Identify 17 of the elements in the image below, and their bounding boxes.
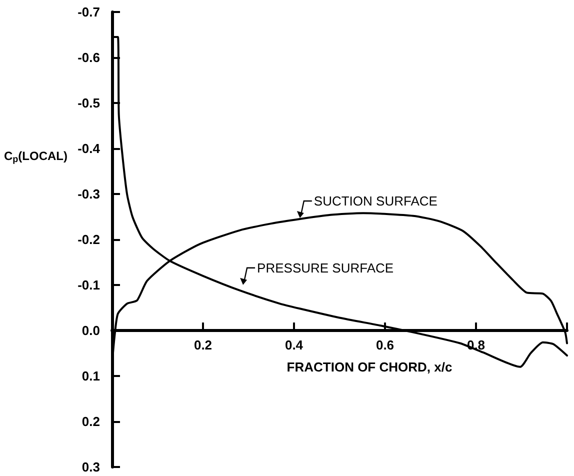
y-tick-label: -0.5	[78, 96, 100, 110]
x-tick-label: 0.2	[194, 338, 212, 352]
x-tick-label: 0.4	[284, 338, 304, 352]
x-tick-label: 0.6	[376, 338, 394, 352]
y-tick-label: 0.2	[82, 414, 100, 429]
y-tick-label: -0.4	[78, 141, 101, 156]
annotation: SUCTION SURFACE	[314, 194, 438, 209]
annotation: PRESSURE SURFACE	[257, 260, 394, 276]
y-tick-label: 0.0	[82, 323, 100, 338]
y-tick-label: -0.3	[78, 186, 100, 202]
y-tick-label: -0.2	[78, 232, 100, 247]
x-axis-title: FRACTION OF CHORD, x/c	[286, 360, 452, 374]
y-tick-label: 0.3	[82, 460, 100, 474]
y-tick-label: -0.1	[78, 278, 100, 292]
y-tick-label: 0.1	[82, 368, 100, 384]
y-tick-label: -0.7	[78, 4, 100, 20]
y-tick-label: -0.6	[78, 50, 100, 65]
